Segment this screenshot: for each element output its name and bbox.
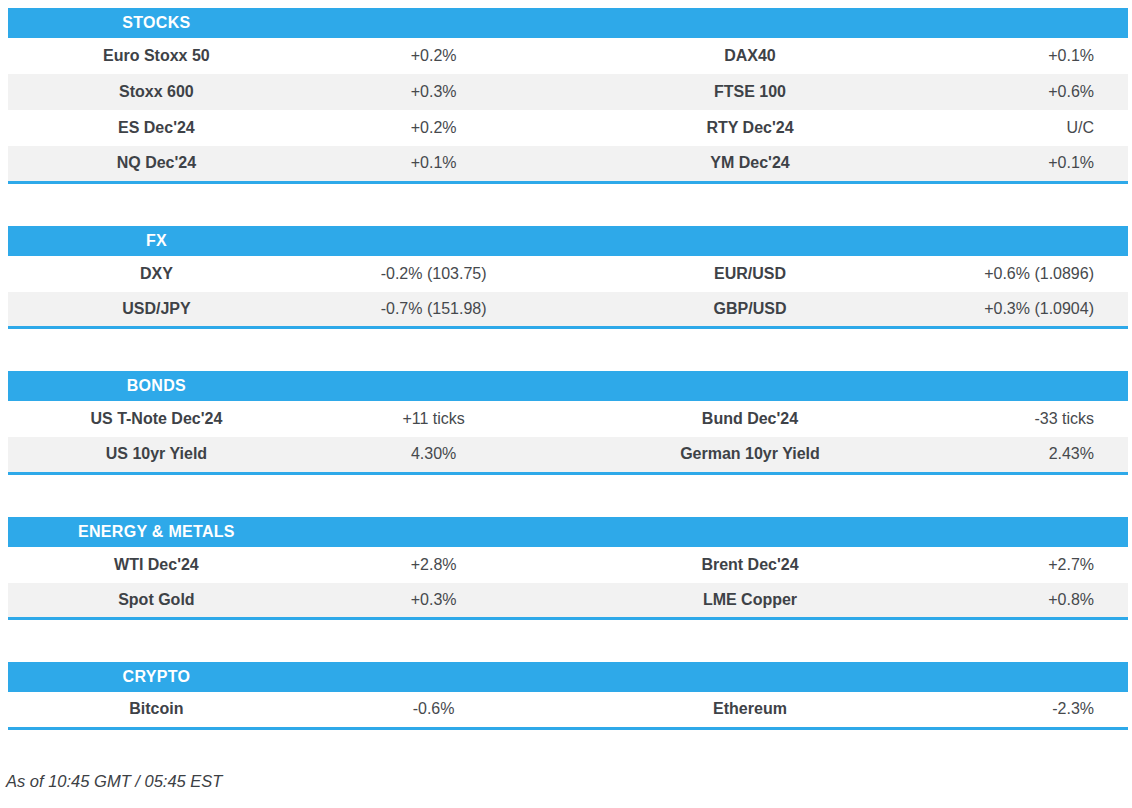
- section-title: ENERGY & METALS: [8, 517, 305, 547]
- section-header-fill: [305, 8, 1128, 38]
- table-row: Bitcoin -0.6% Ethereum -2.3%: [8, 692, 1128, 728]
- instrument-name: US 10yr Yield: [8, 437, 305, 473]
- section-header: BONDS: [8, 371, 1128, 401]
- section-title: BONDS: [8, 371, 305, 401]
- instrument-change: +0.1%: [938, 146, 1128, 182]
- instrument-name: FTSE 100: [562, 74, 937, 110]
- section-crypto: CRYPTO Bitcoin -0.6% Ethereum -2.3%: [8, 662, 1128, 730]
- instrument-name: YM Dec'24: [562, 146, 937, 182]
- instrument-name: GBP/USD: [562, 292, 937, 328]
- instrument-name: German 10yr Yield: [562, 437, 937, 473]
- section-stocks: STOCKS Euro Stoxx 50 +0.2% DAX40 +0.1% S…: [8, 8, 1128, 184]
- instrument-name: Brent Dec'24: [562, 547, 937, 583]
- section-header-fill: [305, 226, 1128, 256]
- section-title: CRYPTO: [8, 662, 305, 692]
- section-header: CRYPTO: [8, 662, 1128, 692]
- instrument-change: +0.3%: [305, 74, 563, 110]
- instrument-change: 2.43%: [938, 437, 1128, 473]
- instrument-change: +0.1%: [938, 38, 1128, 74]
- section-header-fill: [305, 517, 1128, 547]
- instrument-change: +0.6% (1.0896): [938, 256, 1128, 292]
- instrument-name: NQ Dec'24: [8, 146, 305, 182]
- instrument-name: Ethereum: [562, 692, 937, 728]
- instrument-name: DAX40: [562, 38, 937, 74]
- table-row: US 10yr Yield 4.30% German 10yr Yield 2.…: [8, 437, 1128, 473]
- market-wrap: STOCKS Euro Stoxx 50 +0.2% DAX40 +0.1% S…: [0, 0, 1132, 730]
- section-header: ENERGY & METALS: [8, 517, 1128, 547]
- instrument-change: +11 ticks: [305, 401, 563, 437]
- section-title: STOCKS: [8, 8, 305, 38]
- instrument-change: +0.3% (1.0904): [938, 292, 1128, 328]
- instrument-change: +0.6%: [938, 74, 1128, 110]
- section-title: FX: [8, 226, 305, 256]
- instrument-name: ES Dec'24: [8, 110, 305, 146]
- instrument-change: -33 ticks: [938, 401, 1128, 437]
- section-header: STOCKS: [8, 8, 1128, 38]
- instrument-name: Bitcoin: [8, 692, 305, 728]
- instrument-name: USD/JPY: [8, 292, 305, 328]
- instrument-change: +2.7%: [938, 547, 1128, 583]
- instrument-change: +2.8%: [305, 547, 563, 583]
- instrument-change: -0.7% (151.98): [305, 292, 563, 328]
- instrument-change: +0.2%: [305, 110, 563, 146]
- instrument-name: Euro Stoxx 50: [8, 38, 305, 74]
- table-row: Stoxx 600 +0.3% FTSE 100 +0.6%: [8, 74, 1128, 110]
- instrument-name: RTY Dec'24: [562, 110, 937, 146]
- instrument-change: +0.2%: [305, 38, 563, 74]
- instrument-name: Spot Gold: [8, 583, 305, 619]
- instrument-change: +0.3%: [305, 583, 563, 619]
- table-row: US T-Note Dec'24 +11 ticks Bund Dec'24 -…: [8, 401, 1128, 437]
- instrument-change: 4.30%: [305, 437, 563, 473]
- instrument-change: -2.3%: [938, 692, 1128, 728]
- instrument-name: DXY: [8, 256, 305, 292]
- instrument-name: Bund Dec'24: [562, 401, 937, 437]
- instrument-change: +0.8%: [938, 583, 1128, 619]
- section-header-fill: [305, 662, 1128, 692]
- instrument-name: WTI Dec'24: [8, 547, 305, 583]
- section-header-fill: [305, 371, 1128, 401]
- instrument-change: -0.6%: [305, 692, 563, 728]
- table-row: Spot Gold +0.3% LME Copper +0.8%: [8, 583, 1128, 619]
- instrument-name: LME Copper: [562, 583, 937, 619]
- section-fx: FX DXY -0.2% (103.75) EUR/USD +0.6% (1.0…: [8, 226, 1128, 330]
- table-row: Euro Stoxx 50 +0.2% DAX40 +0.1%: [8, 38, 1128, 74]
- section-header: FX: [8, 226, 1128, 256]
- instrument-name: EUR/USD: [562, 256, 937, 292]
- section-bonds: BONDS US T-Note Dec'24 +11 ticks Bund De…: [8, 371, 1128, 475]
- instrument-change: +0.1%: [305, 146, 563, 182]
- timestamp: As of 10:45 GMT / 05:45 EST: [6, 772, 1132, 791]
- table-row: ES Dec'24 +0.2% RTY Dec'24 U/C: [8, 110, 1128, 146]
- table-row: WTI Dec'24 +2.8% Brent Dec'24 +2.7%: [8, 547, 1128, 583]
- table-row: USD/JPY -0.7% (151.98) GBP/USD +0.3% (1.…: [8, 292, 1128, 328]
- table-row: DXY -0.2% (103.75) EUR/USD +0.6% (1.0896…: [8, 256, 1128, 292]
- section-energy-metals: ENERGY & METALS WTI Dec'24 +2.8% Brent D…: [8, 517, 1128, 621]
- instrument-change: -0.2% (103.75): [305, 256, 563, 292]
- instrument-name: Stoxx 600: [8, 74, 305, 110]
- instrument-name: US T-Note Dec'24: [8, 401, 305, 437]
- instrument-change: U/C: [938, 110, 1128, 146]
- table-row: NQ Dec'24 +0.1% YM Dec'24 +0.1%: [8, 146, 1128, 182]
